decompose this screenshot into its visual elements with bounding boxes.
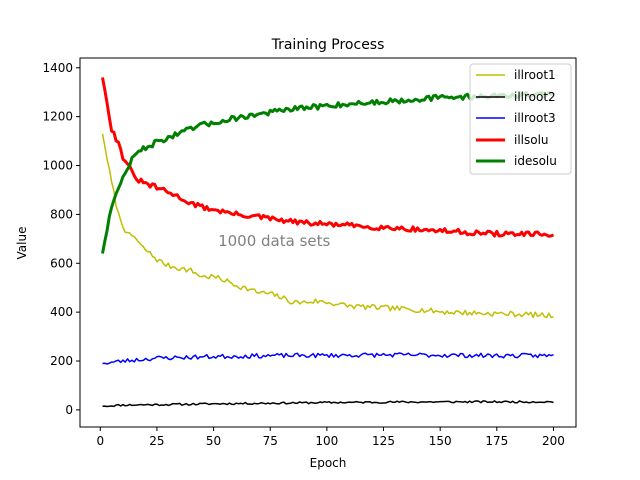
y-tick-label: 1200	[42, 110, 73, 124]
x-tick-label: 0	[96, 434, 104, 448]
legend: illroot1 illroot2 illroot3 illsolu ideso…	[469, 63, 572, 175]
legend-label-idesolu: idesolu	[514, 154, 557, 168]
legend-label-illsolu: illsolu	[514, 133, 549, 147]
chart-title: Training Process	[271, 37, 385, 53]
x-tick-label: 100	[315, 434, 338, 448]
series-line-illsolu	[101, 77, 555, 238]
x-tick-label: 25	[149, 434, 164, 448]
y-tick-label: 1000	[42, 159, 73, 173]
x-tick-label: 200	[542, 434, 565, 448]
series-line-illroot2	[102, 400, 554, 408]
y-tick-label: 600	[50, 256, 73, 270]
y-tick-label: 200	[50, 354, 73, 368]
series-line-illroot3	[102, 352, 554, 365]
x-axis-label: Epoch	[310, 456, 347, 470]
x-tick-label: 150	[429, 434, 452, 448]
y-tick-label: 400	[50, 305, 73, 319]
x-tick-label: 125	[372, 434, 395, 448]
x-axis: 0 25 50 75 100 125 150 175 200	[96, 427, 565, 448]
legend-label-illroot3: illroot3	[514, 111, 556, 125]
legend-label-illroot1: illroot1	[514, 68, 556, 82]
annotation-text: 1000 data sets	[218, 232, 330, 250]
x-tick-label: 75	[263, 434, 278, 448]
legend-label-illroot2: illroot2	[514, 90, 556, 104]
y-tick-label: 0	[65, 403, 73, 417]
x-tick-label: 175	[485, 434, 508, 448]
y-axis: 0 200 400 600 800 1000 1200 1400	[42, 61, 80, 417]
legend-box	[469, 63, 572, 175]
x-tick-label: 50	[206, 434, 221, 448]
y-tick-label: 1400	[42, 61, 73, 75]
plot-frame	[79, 57, 577, 428]
series-line-illroot1	[101, 133, 554, 319]
y-axis-label: Value	[15, 227, 29, 260]
y-tick-label: 800	[50, 207, 73, 221]
